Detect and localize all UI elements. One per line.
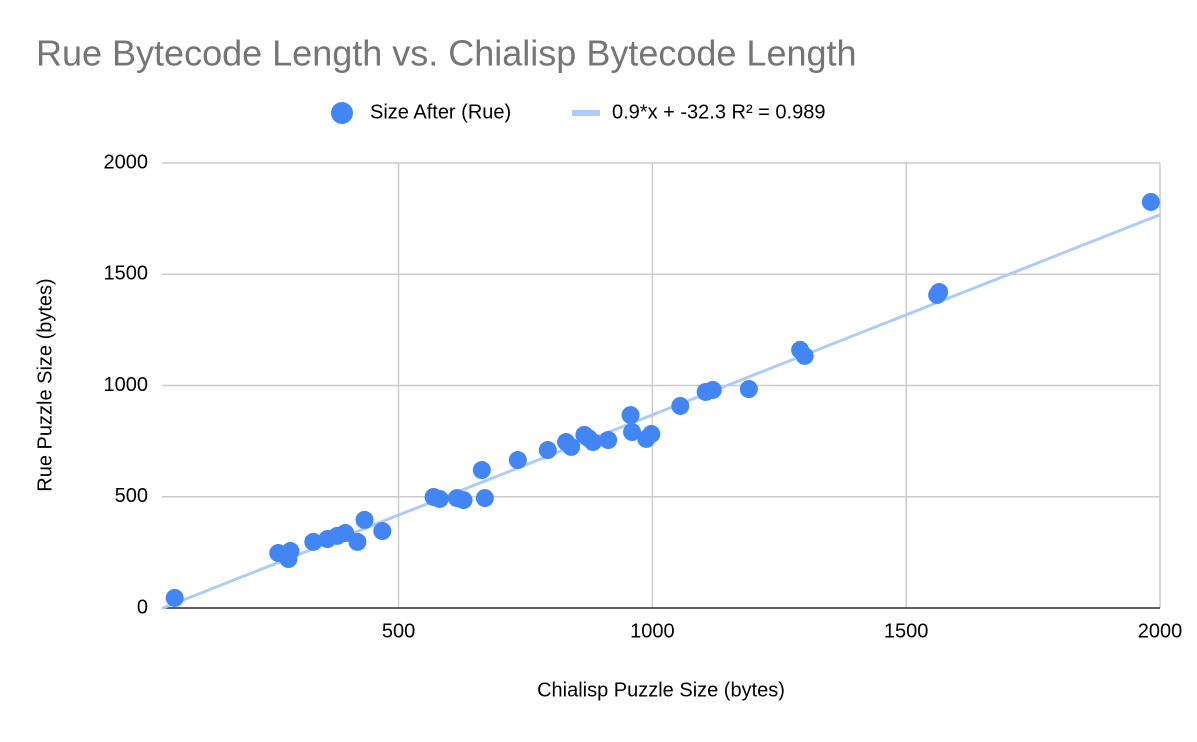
point	[739, 380, 758, 399]
point	[642, 425, 661, 444]
y-tick-label: 1500	[104, 263, 149, 285]
point	[583, 433, 602, 452]
legend-label: Size After (Rue)	[370, 101, 511, 123]
x-tick-label: 1500	[884, 620, 929, 642]
point	[562, 437, 581, 456]
point	[355, 510, 374, 529]
legend-marker	[331, 102, 353, 124]
point	[621, 406, 640, 425]
point	[795, 346, 814, 365]
point	[279, 550, 298, 569]
point	[703, 380, 722, 399]
x-tick-label: 500	[382, 620, 415, 642]
point	[475, 489, 494, 508]
chart-title: Rue Bytecode Length vs. Chialisp Bytecod…	[36, 33, 857, 74]
point	[304, 532, 323, 551]
x-tick-label: 1000	[630, 620, 675, 642]
point	[930, 283, 949, 302]
point	[538, 441, 557, 460]
point	[472, 461, 491, 480]
point	[373, 522, 392, 541]
y-tick-label: 500	[115, 485, 148, 507]
point	[599, 431, 618, 450]
point	[671, 396, 690, 415]
point	[508, 451, 527, 470]
y-tick-label: 2000	[104, 151, 149, 173]
point	[454, 491, 473, 510]
point	[623, 423, 642, 442]
x-axis-label: Chialisp Puzzle Size (bytes)	[537, 679, 785, 701]
legend-label: 0.9*x + -32.3 R² = 0.989	[612, 101, 825, 123]
point	[1141, 192, 1160, 211]
point	[430, 489, 449, 508]
y-tick-label: 1000	[104, 374, 149, 396]
y-axis-label: Rue Puzzle Size (bytes)	[34, 278, 56, 491]
x-tick-label: 2000	[1138, 620, 1183, 642]
point	[348, 532, 367, 551]
y-tick-label: 0	[137, 596, 148, 618]
point	[165, 588, 184, 607]
